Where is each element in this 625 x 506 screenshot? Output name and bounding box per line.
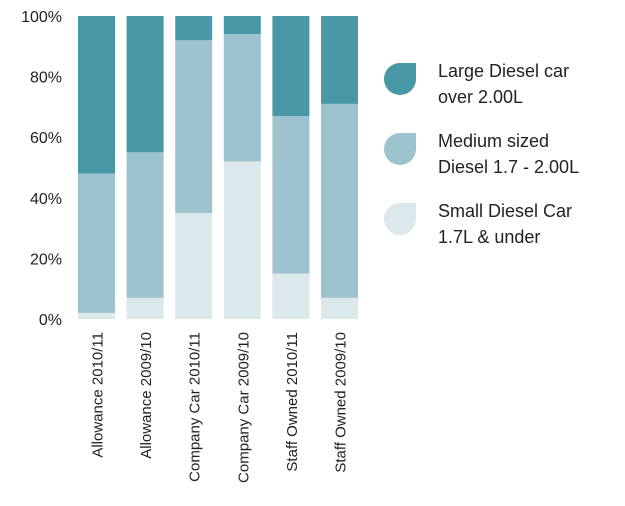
legend-swatch-large-icon: [384, 63, 416, 95]
x-category-label: Staff Owned 2010/11: [284, 332, 301, 472]
x-category-label: Company Car 2010/11: [187, 332, 204, 482]
bar-segment: [78, 312, 115, 319]
legend-label-medium: Medium sized Diesel 1.7 - 2.00L: [438, 131, 580, 177]
bar-segment: [175, 212, 213, 319]
bar-segment: [321, 297, 358, 319]
bar-segment: [321, 103, 358, 298]
bar-segment: [272, 16, 310, 116]
bar-segment: [78, 173, 115, 313]
bar-segment: [272, 115, 310, 274]
y-tick-label: 0%: [39, 312, 62, 329]
y-tick-label: 40%: [30, 191, 62, 208]
legend-label-small: Small Diesel Car 1.7L & under: [438, 201, 573, 247]
y-tick-label: 20%: [30, 251, 62, 268]
legend-item-small: Small Diesel Car 1.7L & under: [384, 198, 619, 250]
bar-segment: [175, 16, 213, 41]
x-category-label: Company Car 2009/10: [235, 332, 252, 483]
bar-segment: [272, 273, 310, 319]
x-category-label: Allowance 2010/11: [90, 332, 107, 458]
legend-swatch-small-icon: [384, 203, 416, 235]
x-category-label: Staff Owned 2009/10: [333, 332, 350, 473]
bar-segment: [321, 16, 358, 104]
bar-segment: [126, 152, 164, 298]
bar-segment: [126, 297, 164, 319]
x-category-label: Allowance 2009/10: [138, 332, 155, 459]
legend-label-large: Large Diesel car over 2.00L: [438, 61, 570, 107]
legend-item-large: Large Diesel car over 2.00L: [384, 58, 619, 110]
legend-item-medium: Medium sized Diesel 1.7 - 2.00L: [384, 128, 619, 180]
bar-segment: [78, 16, 115, 174]
bar-segment: [223, 16, 261, 35]
bar-segment: [175, 40, 213, 213]
y-tick-label: 60%: [30, 130, 62, 147]
legend-swatch-medium-icon: [384, 133, 416, 165]
bar-segment: [223, 34, 261, 162]
bar-segment: [126, 16, 164, 153]
legend: Large Diesel car over 2.00L Medium sized…: [384, 58, 619, 268]
bar-segment: [223, 161, 261, 319]
y-tick-label: 80%: [30, 70, 62, 87]
y-tick-label: 100%: [21, 9, 62, 26]
